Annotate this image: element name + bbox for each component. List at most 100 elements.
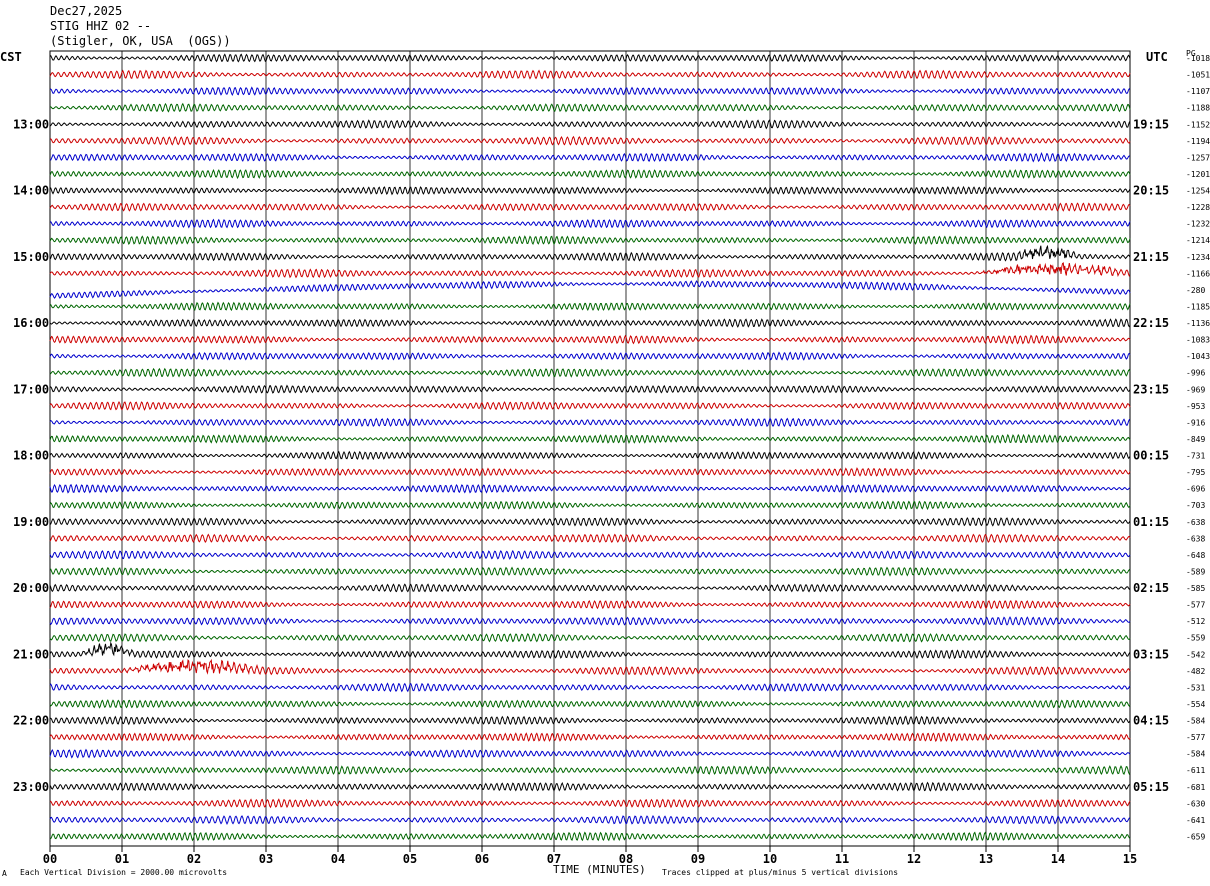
trace-offset-label: -1194	[1186, 137, 1210, 146]
seismic-trace	[49, 658, 1131, 676]
seismic-trace	[49, 280, 1131, 299]
utc-hour-label: 03:15	[1133, 647, 1169, 661]
trace-offset-label: -584	[1186, 750, 1205, 759]
cst-hour-label: 15:00	[13, 250, 49, 264]
seismic-trace	[49, 549, 1131, 560]
seismic-trace	[49, 168, 1131, 180]
x-axis-label: TIME (MINUTES)	[553, 863, 646, 876]
trace-offset-label: -916	[1186, 418, 1205, 427]
trace-offset-label: -559	[1186, 634, 1205, 643]
trace-offset-label: -1185	[1186, 302, 1210, 311]
seismic-trace	[49, 566, 1131, 577]
trace-offset-label: -795	[1186, 468, 1205, 477]
seismic-trace	[49, 500, 1131, 511]
x-tick-label: 00	[43, 852, 57, 866]
trace-offset-label: -731	[1186, 452, 1205, 461]
seismic-trace	[49, 765, 1131, 776]
utc-hour-label: 01:15	[1133, 515, 1169, 529]
seismic-trace	[49, 467, 1131, 477]
trace-offset-label: -1188	[1186, 104, 1210, 113]
trace-offset-label: -584	[1186, 717, 1205, 726]
trace-offset-label: -641	[1186, 816, 1205, 825]
trace-offset-label: -1166	[1186, 269, 1210, 278]
trace-offset-label: -577	[1186, 601, 1205, 610]
station-name: STIG HHZ 02 --	[50, 19, 152, 33]
trace-offset-label: -953	[1186, 402, 1205, 411]
x-tick-label: 10	[763, 852, 777, 866]
x-tick-label: 09	[691, 852, 705, 866]
x-tick-label: 06	[475, 852, 489, 866]
utc-hour-label: 21:15	[1133, 250, 1169, 264]
trace-offset-label: -585	[1186, 584, 1205, 593]
clip-note: Traces clipped at plus/minus 5 vertical …	[662, 868, 899, 877]
trace-offset-label: -554	[1186, 700, 1205, 709]
cst-hour-label: 14:00	[13, 184, 49, 198]
seismic-trace	[49, 244, 1131, 262]
seismic-trace	[49, 732, 1131, 743]
seismic-trace	[49, 798, 1131, 809]
seismic-trace	[49, 235, 1131, 246]
x-tick-label: 01	[115, 852, 129, 866]
utc-hour-label: 22:15	[1133, 316, 1169, 330]
seismic-trace	[49, 433, 1131, 444]
utc-hour-label: 19:15	[1133, 117, 1169, 131]
trace-offset-label: -1201	[1186, 170, 1210, 179]
seismic-trace	[49, 152, 1131, 163]
trace-offset-label: -512	[1186, 617, 1205, 626]
seismic-trace	[49, 533, 1131, 544]
x-tick-label: 11	[835, 852, 849, 866]
trace-offset-label: -638	[1186, 518, 1205, 527]
cst-hour-label: 20:00	[13, 581, 49, 595]
seismic-trace	[49, 748, 1131, 759]
x-tick-label: 04	[331, 852, 345, 866]
trace-offset-label: -996	[1186, 369, 1205, 378]
trace-offset-label: -531	[1186, 683, 1205, 692]
x-tick-label: 07	[547, 852, 561, 866]
trace-offset-label: -1136	[1186, 319, 1210, 328]
cst-hour-label: 23:00	[13, 780, 49, 794]
station-location: (Stigler, OK, USA (OGS))	[50, 34, 231, 48]
scale-note: Each Vertical Division = 2000.00 microvo…	[20, 868, 228, 877]
utc-hour-label: 05:15	[1133, 780, 1169, 794]
trace-offset-label: -589	[1186, 567, 1205, 576]
plot-date: Dec27,2025	[50, 4, 123, 18]
seismic-trace	[49, 599, 1131, 610]
trace-offset-label: -280	[1186, 286, 1205, 295]
cst-label: CST	[0, 50, 22, 64]
seismic-trace	[49, 218, 1131, 229]
trace-offset-label: -542	[1186, 650, 1205, 659]
trace-offset-label: -577	[1186, 733, 1205, 742]
x-tick-label: 02	[187, 852, 201, 866]
cst-hour-label: 22:00	[13, 714, 49, 728]
trace-offset-label: -482	[1186, 667, 1205, 676]
trace-offset-label: -969	[1186, 385, 1205, 394]
cst-hour-label: 19:00	[13, 515, 49, 529]
x-tick-label: 14	[1051, 852, 1065, 866]
seismic-trace	[49, 301, 1131, 312]
cst-hour-label: 13:00	[13, 117, 49, 131]
seismic-trace	[49, 450, 1131, 461]
cst-hour-label: 18:00	[13, 449, 49, 463]
utc-hour-label: 00:15	[1133, 449, 1169, 463]
seismic-trace	[49, 318, 1131, 328]
utc-hour-label: 02:15	[1133, 581, 1169, 595]
trace-offset-label: -1107	[1186, 87, 1210, 96]
trace-offset-label: -659	[1186, 832, 1205, 841]
trace-offset-label: -703	[1186, 501, 1205, 510]
trace-offset-label: -1234	[1186, 253, 1210, 262]
trace-offset-label: -611	[1186, 766, 1205, 775]
seismic-trace	[49, 53, 1131, 63]
x-tick-label: 15	[1123, 852, 1137, 866]
seismic-trace	[49, 384, 1131, 394]
x-tick-label: 03	[259, 852, 273, 866]
seismic-trace	[49, 119, 1131, 130]
pg-label: PG	[1186, 49, 1196, 58]
seismic-trace	[49, 262, 1131, 279]
trace-offset-label: -1228	[1186, 203, 1210, 212]
seismic-trace	[49, 202, 1131, 212]
seismic-trace	[50, 135, 1131, 146]
seismic-trace	[49, 616, 1131, 626]
seismic-trace	[49, 351, 1131, 361]
seismic-trace	[49, 682, 1131, 693]
